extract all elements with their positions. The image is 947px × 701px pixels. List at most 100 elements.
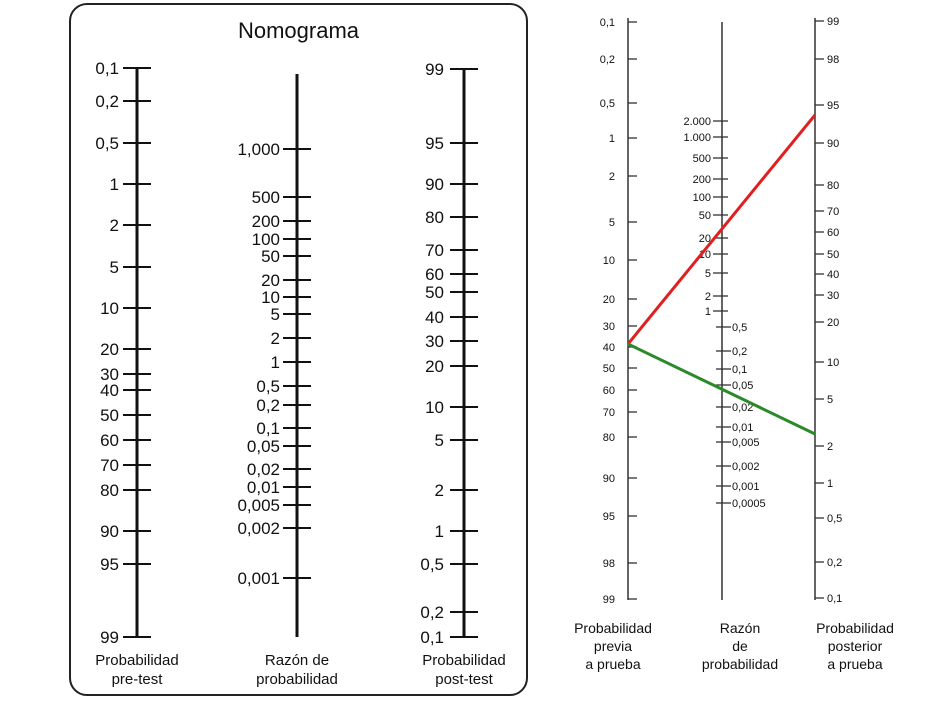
lr-label-50: 50 bbox=[261, 247, 280, 266]
posttest-label-0-2: 0,2 bbox=[420, 603, 444, 622]
lr-label-5: 5 bbox=[271, 305, 280, 324]
pretest-label-5: 5 bbox=[110, 258, 119, 277]
posterior-label-2: 2 bbox=[827, 441, 833, 453]
previa-caption-0: Probabilidad bbox=[574, 620, 652, 636]
lr-label-0-1: 0,1 bbox=[256, 419, 280, 438]
posttest-label-1: 1 bbox=[435, 522, 444, 541]
previa-label-30: 30 bbox=[603, 321, 615, 333]
pretest-caption-0: Probabilidad bbox=[95, 652, 178, 669]
lr-label-0-01: 0,01 bbox=[247, 478, 280, 497]
previa-label-90: 90 bbox=[603, 473, 615, 485]
lr-label-0-005: 0,005 bbox=[237, 496, 280, 515]
previa-label-10: 10 bbox=[603, 255, 615, 267]
razon-caption-0: Razón bbox=[720, 620, 760, 636]
razon-label-0-01: 0,01 bbox=[732, 422, 753, 434]
pretest-label-10: 10 bbox=[100, 299, 119, 318]
razon-caption-2: probabilidad bbox=[702, 656, 778, 672]
pretest-label-50: 50 bbox=[100, 406, 119, 425]
razon-label-0-005: 0,005 bbox=[732, 437, 760, 449]
pretest-label-95: 95 bbox=[100, 555, 119, 574]
previa-label-40: 40 bbox=[603, 342, 615, 354]
posterior-label-60: 60 bbox=[827, 227, 839, 239]
razon-label-0-001: 0,001 bbox=[732, 481, 760, 493]
posterior-label-70: 70 bbox=[827, 206, 839, 218]
razon-label-0-1: 0,1 bbox=[732, 364, 747, 376]
nomogram-title: Nomograma bbox=[237, 18, 360, 43]
posttest-label-20: 20 bbox=[425, 357, 444, 376]
pretest-label-70: 70 bbox=[100, 456, 119, 475]
razon-label-2: 2 bbox=[705, 291, 711, 303]
razon-label-100: 100 bbox=[693, 192, 711, 204]
posttest-label-95: 95 bbox=[425, 134, 444, 153]
posttest-label-40: 40 bbox=[425, 308, 444, 327]
pretest-label-40: 40 bbox=[100, 381, 119, 400]
posterior-label-99: 99 bbox=[827, 16, 839, 28]
pretest-label-99: 99 bbox=[100, 628, 119, 647]
posttest-label-5: 5 bbox=[435, 431, 444, 450]
posterior-label-10: 10 bbox=[827, 357, 839, 369]
previa-label-50: 50 bbox=[603, 363, 615, 375]
lr-label-20: 20 bbox=[261, 271, 280, 290]
posterior-caption-2: a prueba bbox=[827, 656, 882, 672]
razon-label-0-2: 0,2 bbox=[732, 346, 747, 358]
posttest-label-0-1: 0,1 bbox=[420, 628, 444, 647]
previa-label-99: 99 bbox=[603, 594, 615, 606]
pretest-label-80: 80 bbox=[100, 481, 119, 500]
pretest-label-0-2: 0,2 bbox=[95, 92, 119, 111]
lr-label-100: 100 bbox=[252, 230, 280, 249]
posterior-label-20: 20 bbox=[827, 317, 839, 329]
previa-label-95: 95 bbox=[603, 511, 615, 523]
previa-label-70: 70 bbox=[603, 407, 615, 419]
posttest-label-99: 99 bbox=[425, 60, 444, 79]
razon-label-500: 500 bbox=[693, 153, 711, 165]
razon-label-0-02: 0,02 bbox=[732, 402, 753, 414]
green-line bbox=[627, 342, 816, 436]
posttest-label-10: 10 bbox=[425, 398, 444, 417]
razon-label-5: 5 bbox=[705, 268, 711, 280]
posttest-label-80: 80 bbox=[425, 208, 444, 227]
previa-label-0-5: 0,5 bbox=[600, 98, 615, 110]
previa-caption-2: a prueba bbox=[585, 656, 640, 672]
pretest-label-60: 60 bbox=[100, 431, 119, 450]
razon-label-2-000: 2.000 bbox=[683, 116, 711, 128]
posterior-label-80: 80 bbox=[827, 180, 839, 192]
pretest-label-0-5: 0,5 bbox=[95, 134, 119, 153]
posterior-label-0-1: 0,1 bbox=[827, 593, 842, 605]
lr-label-200: 200 bbox=[252, 212, 280, 231]
posterior-label-0-5: 0,5 bbox=[827, 513, 842, 525]
posterior-caption-0: Probabilidad bbox=[816, 620, 894, 636]
razon-label-0-05: 0,05 bbox=[732, 380, 753, 392]
previa-label-5: 5 bbox=[609, 217, 615, 229]
previa-label-2: 2 bbox=[609, 171, 615, 183]
posterior-label-0-2: 0,2 bbox=[827, 557, 842, 569]
posterior-label-50: 50 bbox=[827, 249, 839, 261]
razon-label-0-0005: 0,0005 bbox=[732, 498, 766, 510]
razon-label-1: 1 bbox=[705, 306, 711, 318]
posttest-label-60: 60 bbox=[425, 265, 444, 284]
lr-label-0-05: 0,05 bbox=[247, 437, 280, 456]
previa-label-80: 80 bbox=[603, 432, 615, 444]
previa-label-0-1: 0,1 bbox=[600, 17, 615, 29]
posttest-label-50: 50 bbox=[425, 283, 444, 302]
nomogram-panel: Nomograma bbox=[69, 3, 528, 696]
razon-label-50: 50 bbox=[699, 210, 711, 222]
posttest-label-90: 90 bbox=[425, 175, 444, 194]
pretest-caption-1: pre-test bbox=[112, 671, 164, 688]
lr-label-0-5: 0,5 bbox=[256, 377, 280, 396]
lr-label-0-2: 0,2 bbox=[256, 396, 280, 415]
pretest-label-0-1: 0,1 bbox=[95, 59, 119, 78]
previa-label-98: 98 bbox=[603, 558, 615, 570]
posttest-label-70: 70 bbox=[425, 241, 444, 260]
posttest-caption-1: post-test bbox=[435, 671, 493, 688]
posterior-label-95: 95 bbox=[827, 100, 839, 112]
posterior-label-90: 90 bbox=[827, 138, 839, 150]
posttest-label-2: 2 bbox=[435, 481, 444, 500]
posterior-label-98: 98 bbox=[827, 54, 839, 66]
previa-label-0-2: 0,2 bbox=[600, 54, 615, 66]
previa-label-60: 60 bbox=[603, 385, 615, 397]
lr-label-0-002: 0,002 bbox=[237, 519, 280, 538]
posterior-label-5: 5 bbox=[827, 394, 833, 406]
razon-label-20: 20 bbox=[699, 233, 711, 245]
previa-label-1: 1 bbox=[609, 133, 615, 145]
